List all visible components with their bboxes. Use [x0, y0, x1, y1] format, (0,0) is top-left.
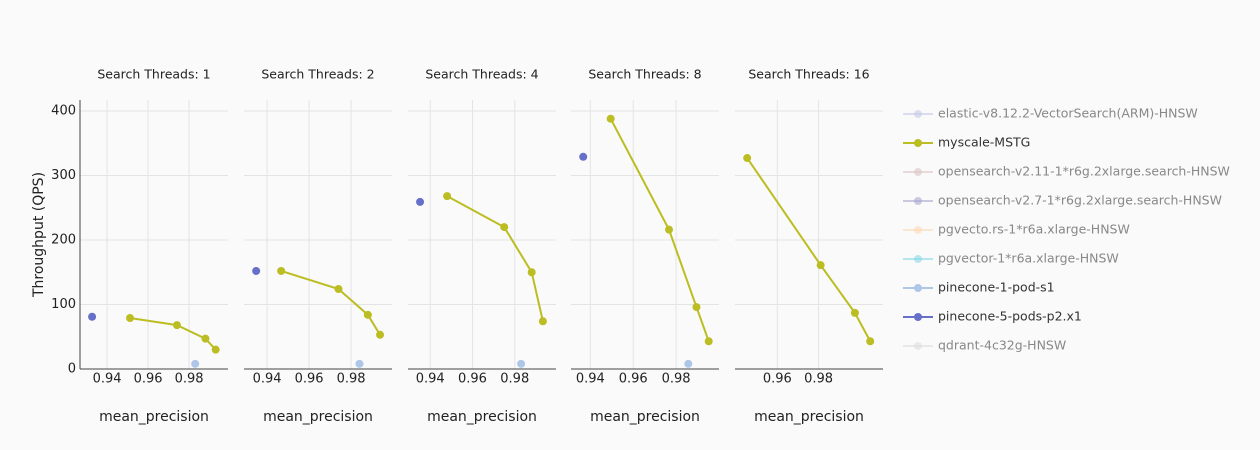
- data-point: [416, 197, 425, 206]
- legend-label[interactable]: pinecone-5-pods-p2.x1: [938, 309, 1082, 324]
- panel-title: Search Threads: 16: [748, 67, 869, 82]
- y-axis-label: Throughput (QPS): [31, 172, 47, 298]
- x-tick-label: 0.96: [134, 372, 163, 387]
- data-point: [866, 337, 875, 346]
- y-tick-label: 100: [51, 297, 76, 312]
- legend-marker: [914, 284, 922, 292]
- data-point: [211, 345, 220, 354]
- data-point: [850, 308, 859, 317]
- series-line: [746, 157, 872, 342]
- data-point: [538, 317, 547, 326]
- data-point: [500, 223, 509, 232]
- data-point: [517, 359, 526, 368]
- legend-label[interactable]: elastic-v8.12.2-VectorSearch(ARM)-HNSW: [938, 106, 1198, 121]
- data-point: [363, 310, 372, 319]
- x-tick-label: 0.94: [253, 372, 282, 387]
- panel-title: Search Threads: 4: [425, 67, 538, 82]
- data-point: [743, 154, 752, 163]
- x-tick-label: 0.98: [804, 372, 833, 387]
- x-tick-label: 0.98: [175, 372, 204, 387]
- legend-label[interactable]: myscale-MSTG: [938, 135, 1030, 150]
- x-axis-label: mean_precision: [427, 409, 537, 425]
- legend-marker: [914, 110, 922, 118]
- legend-marker: [914, 168, 922, 176]
- legend-marker: [914, 255, 922, 263]
- data-point: [692, 303, 701, 312]
- data-point: [665, 225, 674, 234]
- legend-marker: [914, 226, 922, 234]
- data-point: [252, 266, 261, 275]
- legend-label[interactable]: opensearch-v2.7-1*r6g.2xlarge.search-HNS…: [938, 193, 1222, 208]
- legend-label[interactable]: qdrant-4c32g-HNSW: [938, 338, 1066, 353]
- x-tick-label: 0.96: [763, 372, 792, 387]
- y-tick-label: 200: [51, 232, 76, 247]
- x-tick-label: 0.98: [337, 372, 366, 387]
- data-point: [277, 266, 286, 275]
- data-point: [355, 359, 364, 368]
- series-line: [280, 269, 381, 336]
- legend-label[interactable]: pgvecto.rs-1*r6a.xlarge-HNSW: [938, 222, 1130, 237]
- series-line: [129, 317, 217, 351]
- panel-title: Search Threads: 2: [261, 67, 374, 82]
- y-tick-label: 0: [68, 362, 76, 377]
- x-axis-label: mean_precision: [754, 409, 864, 425]
- x-tick-label: 0.94: [416, 372, 445, 387]
- x-tick-label: 0.96: [619, 372, 648, 387]
- legend-marker: [914, 313, 922, 321]
- x-tick-label: 0.98: [662, 372, 691, 387]
- legend-label[interactable]: pgvector-1*r6a.xlarge-HNSW: [938, 251, 1119, 266]
- legend-marker: [914, 342, 922, 350]
- series-line: [609, 118, 710, 342]
- panel-title: Search Threads: 1: [97, 67, 210, 82]
- x-axis-label: mean_precision: [263, 409, 373, 425]
- panel-title: Search Threads: 8: [588, 67, 701, 82]
- legend-marker: [914, 197, 922, 205]
- data-point: [376, 330, 385, 339]
- x-tick-label: 0.94: [576, 372, 605, 387]
- data-point: [172, 321, 181, 330]
- legend-marker: [914, 139, 922, 147]
- x-tick-label: 0.94: [93, 372, 122, 387]
- x-axis-label: mean_precision: [590, 409, 700, 425]
- y-tick-label: 400: [51, 103, 76, 118]
- legend-label[interactable]: opensearch-v2.11-1*r6g.2xlarge.search-HN…: [938, 164, 1230, 179]
- x-tick-label: 0.96: [458, 372, 487, 387]
- data-point: [684, 359, 693, 368]
- data-point: [527, 268, 536, 277]
- data-point: [606, 114, 615, 123]
- series-line: [446, 195, 544, 322]
- data-point: [816, 261, 825, 270]
- data-point: [88, 312, 97, 321]
- data-point: [579, 152, 588, 161]
- x-tick-label: 0.96: [295, 372, 324, 387]
- x-tick-label: 0.98: [500, 372, 529, 387]
- y-tick-label: 300: [51, 168, 76, 183]
- data-point: [201, 334, 210, 343]
- legend-label[interactable]: pinecone-1-pod-s1: [938, 280, 1055, 295]
- data-point: [191, 359, 200, 368]
- data-point: [126, 314, 135, 323]
- data-point: [704, 337, 713, 346]
- data-point: [334, 285, 343, 294]
- x-axis-label: mean_precision: [99, 409, 209, 425]
- data-point: [443, 192, 452, 201]
